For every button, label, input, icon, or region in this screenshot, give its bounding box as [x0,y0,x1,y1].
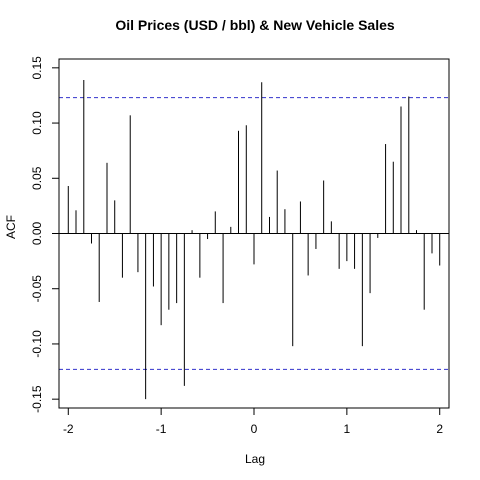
y-tick-label: -0.05 [30,275,44,303]
y-axis: -0.15 -0.10 -0.05 0.00 0.05 0.10 0.15 [30,56,60,413]
x-tick-label: -2 [63,422,74,436]
y-tick-label: -0.10 [30,330,44,358]
x-tick-label: 0 [251,422,258,436]
y-tick-label: 0.10 [30,111,44,135]
x-axis-label: Lag [245,452,265,466]
confidence-bounds [59,97,449,370]
chart-title: Oil Prices (USD / bbl) & New Vehicle Sal… [115,17,395,33]
y-axis-label: ACF [4,215,18,239]
y-tick-label: 0.00 [30,221,44,245]
acf-bars [67,79,441,400]
x-axis: -2 -1 0 1 2 [63,407,443,436]
y-tick-label: 0.05 [30,166,44,190]
x-tick-label: 1 [344,422,351,436]
x-tick-label: 2 [436,422,443,436]
x-tick-label: -1 [156,422,167,436]
y-tick-label: 0.15 [30,56,44,80]
y-tick-label: -0.15 [30,385,44,413]
